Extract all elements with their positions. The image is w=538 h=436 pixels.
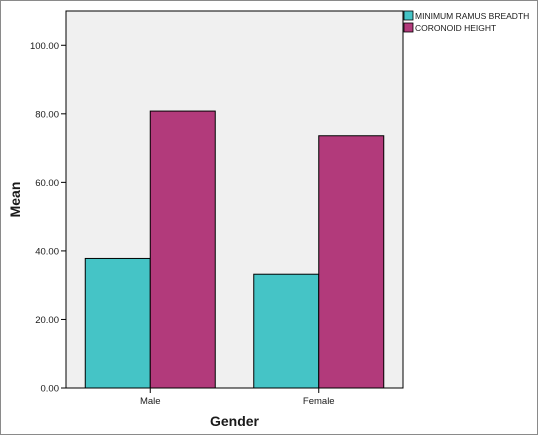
y-axis-label: Mean (7, 182, 23, 218)
bar-coronoid-height-female (318, 135, 385, 389)
legend: MINIMUM RAMUS BREADTH CORONOID HEIGHT (403, 10, 529, 33)
y-tick-label: 60.00 (35, 178, 59, 189)
legend-label: CORONOID HEIGHT (415, 23, 496, 33)
bar-minimum-ramus-breadth-male (84, 257, 151, 389)
bars-group (84, 110, 385, 389)
x-tick-label: Female (303, 396, 335, 407)
legend-label: MINIMUM RAMUS BREADTH (415, 11, 529, 21)
y-tick-label: 40.00 (35, 246, 59, 257)
x-ticks: Male Female (140, 388, 335, 407)
y-tick-label: 20.00 (35, 315, 59, 326)
y-ticks: 0.00 20.00 40.00 60.00 80.00 100.00 (30, 41, 66, 395)
legend-swatch (403, 10, 414, 21)
y-tick-label: 80.00 (35, 109, 59, 120)
bar-minimum-ramus-breadth-female (253, 273, 320, 389)
x-axis-label: Gender (210, 413, 260, 429)
legend-swatch (403, 22, 414, 33)
y-tick-label: 100.00 (30, 41, 59, 52)
bar-coronoid-height-male (149, 110, 216, 389)
y-tick-label: 0.00 (41, 384, 60, 395)
x-tick-label: Male (140, 396, 161, 407)
